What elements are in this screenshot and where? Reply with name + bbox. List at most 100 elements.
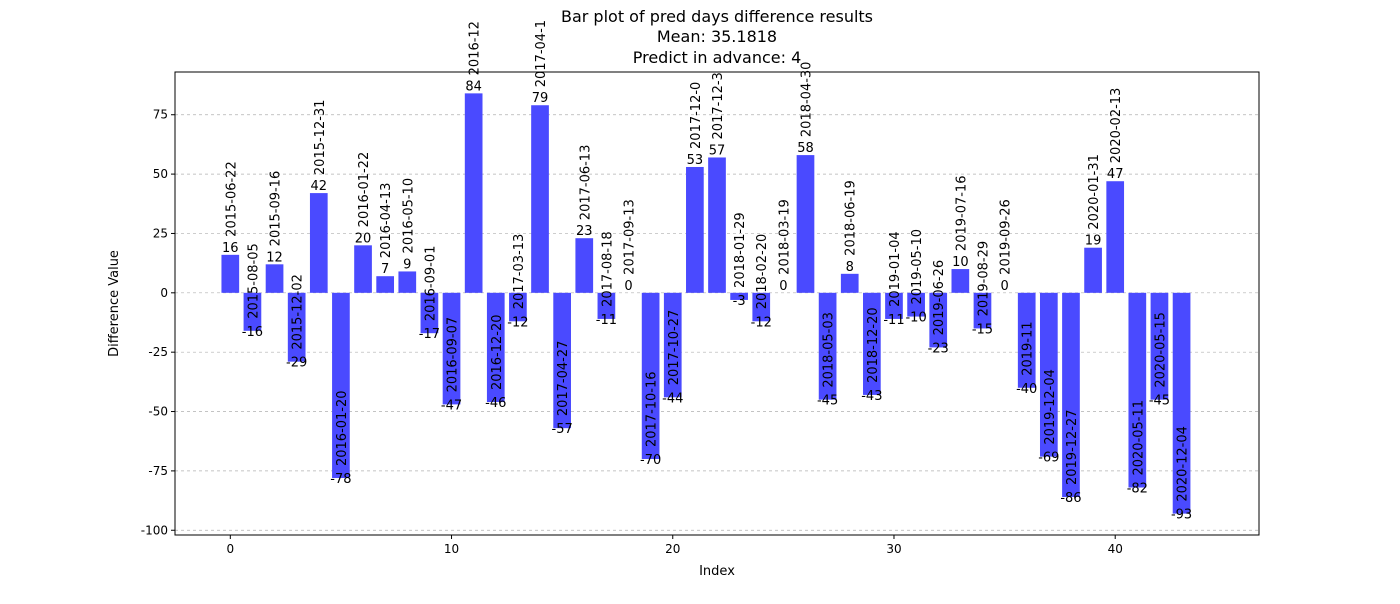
bar <box>265 264 284 293</box>
bar <box>796 155 815 293</box>
bar <box>376 276 395 293</box>
bar <box>420 292 439 334</box>
bar-labels: 16 2015-06-22 -16 2015-08-05 12 2015-09-16 -29… <box>222 20 1192 523</box>
bar-date-label: 2016-12 <box>468 21 483 75</box>
bar-date-label: 2017-03-13 <box>512 234 527 310</box>
x-tick-label: 20 <box>665 542 680 556</box>
x-tick-label: 30 <box>886 542 901 556</box>
bar <box>951 269 970 293</box>
chart-title-line-2: Mean: 35.1818 <box>657 27 777 46</box>
bar-value-label: -82 <box>1127 482 1148 497</box>
bar-value-label: 9 <box>403 257 411 272</box>
bar-date-label: 2016-09-07 <box>446 317 461 393</box>
bar-value-label: -3 <box>733 294 746 309</box>
bar-date-label: 2016-04-13 <box>379 183 394 259</box>
bar-value-label: 84 <box>465 79 482 94</box>
bar-date-label: 2018-04-30 <box>799 62 814 138</box>
bar-value-label: -12 <box>751 315 772 330</box>
x-tick-label: 0 <box>226 542 234 556</box>
bar-value-label: -78 <box>330 472 351 487</box>
bar <box>686 166 704 293</box>
bar <box>1017 292 1036 388</box>
bar-value-label: -40 <box>1016 382 1037 397</box>
bar <box>509 292 527 322</box>
bar-date-label: 2016-01-22 <box>357 152 372 228</box>
bar-date-label: 2017-04-27 <box>556 341 571 417</box>
bar <box>708 157 726 293</box>
bar-date-label: 2019-05-10 <box>910 229 925 305</box>
chart-title-line-1: Bar plot of pred days difference results <box>561 7 873 26</box>
bar-value-label: -45 <box>817 394 838 409</box>
bar-value-label: -17 <box>419 327 440 342</box>
bar-value-label: 19 <box>1085 234 1102 249</box>
bar-date-label: 2016-12-20 <box>490 314 505 390</box>
bar <box>442 292 461 405</box>
bar-date-label: 2017-09-13 <box>623 199 638 275</box>
bar <box>1128 292 1147 488</box>
bars <box>221 93 1191 514</box>
bar <box>840 273 859 293</box>
bar-date-label: 2017-04-1 <box>534 20 549 87</box>
bar <box>818 292 837 400</box>
bar <box>663 292 682 398</box>
bar-date-label: 2015-08-05 <box>246 243 261 319</box>
bar-date-label: 2017-06-13 <box>578 145 593 221</box>
bar-date-label: 2015-06-22 <box>224 161 239 237</box>
bar-value-label: 0 <box>1000 279 1008 294</box>
bar <box>398 271 417 293</box>
bar-date-label: 2016-01-20 <box>335 390 350 466</box>
bar-value-label: 10 <box>952 255 969 270</box>
bar <box>486 292 505 403</box>
bar-value-label: -44 <box>662 391 683 406</box>
y-tick-label: 25 <box>153 226 168 240</box>
bar-date-label: 2017-12-3 <box>711 72 726 139</box>
bar-value-label: -15 <box>972 322 993 337</box>
bar <box>929 292 948 348</box>
bar <box>1150 292 1169 400</box>
bar-date-label: 2018-12-20 <box>866 307 881 383</box>
bar-date-label: 2019-07-16 <box>954 176 969 252</box>
bar-value-label: 58 <box>797 141 814 156</box>
bar-date-label: 2020-01-31 <box>1087 154 1102 230</box>
bar-value-label: 23 <box>576 224 593 239</box>
bar-date-label: 2017-12-0 <box>689 82 704 149</box>
bar-value-label: -57 <box>552 422 573 437</box>
chart-title: Bar plot of pred days difference results… <box>561 7 873 67</box>
bar-value-label: 53 <box>687 153 704 168</box>
bar <box>221 254 240 293</box>
bar-date-label: 2019-11 <box>1021 321 1036 375</box>
bar <box>1039 292 1058 457</box>
bar-value-label: -43 <box>861 389 882 404</box>
bar <box>531 105 549 293</box>
bar-date-label: 2015-09-16 <box>269 171 284 247</box>
bar <box>907 292 925 317</box>
bar <box>863 292 881 395</box>
bar <box>885 292 903 319</box>
bar <box>1084 247 1102 293</box>
bar <box>354 245 372 293</box>
bar-value-label: -11 <box>596 313 617 328</box>
chart-title-line-3: Predict in advance: 4 <box>633 48 802 67</box>
y-axis-label: Difference Value <box>107 250 122 357</box>
bar-date-label: 2020-05-15 <box>1153 312 1168 388</box>
bar-date-label: 2020-05-11 <box>1131 400 1146 476</box>
bar-value-label: -86 <box>1060 491 1081 506</box>
bar-value-label: -16 <box>242 325 263 340</box>
bar <box>1172 292 1191 514</box>
bar-value-label: -45 <box>1149 394 1170 409</box>
bar-value-label: -29 <box>286 356 307 371</box>
bar-value-label: 7 <box>381 262 389 277</box>
bar <box>597 292 616 319</box>
bar-value-label: 57 <box>709 143 726 158</box>
bar <box>973 292 992 329</box>
bar-value-label: -12 <box>507 315 528 330</box>
bar <box>1106 181 1125 293</box>
bar-date-label: 2015-12-31 <box>313 100 328 176</box>
bar <box>1062 292 1080 498</box>
x-tick-label: 40 <box>1108 542 1123 556</box>
bar-date-label: 2019-08-29 <box>976 241 991 317</box>
y-tick-label: -75 <box>148 464 168 478</box>
